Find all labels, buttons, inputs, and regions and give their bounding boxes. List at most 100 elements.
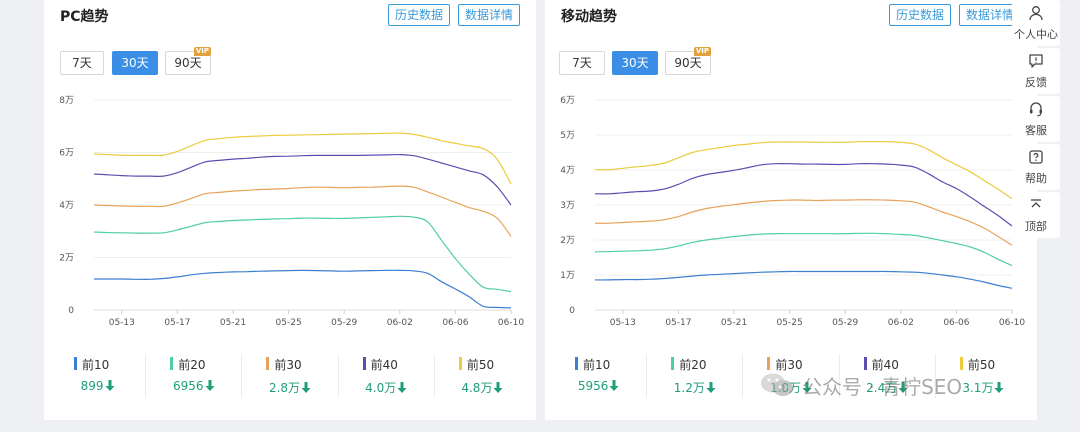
panel-title: PC趋势 bbox=[60, 9, 109, 25]
y-tick-label: 5万 bbox=[560, 131, 575, 141]
x-tick-label: 05-21 bbox=[721, 318, 747, 328]
pc-trend-chart: 0 2万 4万 6万 8万 05-13 05-17 05-21 05-25 05-29 06-02 0… bbox=[59, 96, 524, 328]
legend-item[interactable]: 前50 3.1万 bbox=[936, 354, 1031, 398]
legend-value: 4.8万 bbox=[435, 379, 530, 396]
legend-swatch bbox=[266, 357, 270, 370]
legend-label: 前10 bbox=[583, 358, 611, 372]
legend-swatch bbox=[170, 357, 174, 370]
feedback-icon bbox=[1029, 54, 1043, 68]
series-line bbox=[93, 215, 512, 293]
y-tick-label: 8万 bbox=[59, 96, 74, 106]
arrow-down-icon bbox=[397, 382, 407, 393]
legend-value-text: 6956 bbox=[173, 379, 204, 393]
arrow-down-icon bbox=[301, 382, 311, 393]
legend-label: 前30 bbox=[775, 358, 803, 372]
series-line bbox=[93, 132, 512, 185]
legend-item[interactable]: 前40 4.0万 bbox=[339, 354, 435, 398]
sidebar-label: 顶部 bbox=[1025, 220, 1047, 233]
legend-swatch bbox=[74, 357, 77, 370]
range-90-days-button[interactable]: 90天 VIP bbox=[665, 47, 711, 75]
legend-value: 5956 bbox=[551, 379, 646, 393]
arrow-down-icon bbox=[994, 382, 1004, 393]
range-label: 90天 bbox=[174, 56, 202, 70]
legend-value-text: 4.0万 bbox=[365, 381, 397, 395]
series-line bbox=[594, 270, 1013, 289]
mobile-trend-panel: 移动趋势 历史数据 数据详情 7天 30天 90天 VIP 0 1万 2万 3万 4万 5万… bbox=[545, 0, 1037, 420]
x-tick-label: 05-25 bbox=[276, 318, 302, 328]
range-30-days-button[interactable]: 30天 bbox=[612, 51, 658, 75]
legend-item[interactable]: 前10 5956 bbox=[551, 354, 648, 398]
range-label: 90天 bbox=[674, 56, 702, 70]
y-tick-label: 6万 bbox=[560, 96, 575, 106]
legend-swatch bbox=[362, 357, 366, 370]
legend-label: 前40 bbox=[871, 358, 899, 372]
y-tick-label: 4万 bbox=[560, 166, 575, 176]
legend-value-text: 899 bbox=[80, 379, 104, 393]
legend-label: 前20 bbox=[178, 358, 206, 372]
legend-value-text: 2.4万 bbox=[866, 381, 898, 395]
legend-value: 4.0万 bbox=[339, 379, 434, 396]
legend-item[interactable]: 前30 2.8万 bbox=[242, 354, 339, 398]
series-line bbox=[594, 199, 1013, 246]
data-detail-button[interactable]: 数据详情 bbox=[457, 4, 520, 26]
series-line bbox=[93, 185, 512, 237]
data-detail-button[interactable]: 数据详情 bbox=[958, 4, 1021, 26]
y-tick-label: 3万 bbox=[560, 201, 575, 211]
legend-value: 6956 bbox=[146, 379, 241, 393]
legend-item[interactable]: 前10 899 bbox=[50, 354, 147, 398]
x-tick-label: 05-29 bbox=[832, 318, 858, 328]
sidebar-item-help[interactable]: 帮助 bbox=[1012, 144, 1060, 190]
x-tick-label: 05-13 bbox=[610, 318, 636, 328]
range-7-days-button[interactable]: 7天 bbox=[559, 51, 605, 75]
y-tick-label: 0 bbox=[569, 306, 575, 316]
legend-item[interactable]: 前20 6956 bbox=[146, 354, 243, 398]
legend-swatch bbox=[767, 357, 771, 370]
legend-value: 2.4万 bbox=[840, 379, 935, 396]
vip-badge: VIP bbox=[693, 47, 711, 56]
range-90-days-button[interactable]: 90天 VIP bbox=[165, 47, 211, 75]
series-line bbox=[594, 141, 1013, 200]
watermark-text: 公众号 · 青柠SEO bbox=[802, 374, 963, 399]
sidebar-item-customer-service[interactable]: 客服 bbox=[1012, 96, 1060, 142]
legend-swatch bbox=[863, 357, 867, 370]
arrow-down-icon bbox=[802, 382, 812, 393]
legend-label: 前30 bbox=[274, 358, 302, 372]
x-tick-label: 06-06 bbox=[943, 318, 969, 328]
pc-trend-panel: PC趋势 历史数据 数据详情 7天 30天 90天 VIP 0 2万 4万 6万 8万 05… bbox=[44, 0, 536, 420]
arrow-down-icon bbox=[205, 380, 215, 391]
legend-label: 前40 bbox=[370, 358, 398, 372]
legend-swatch bbox=[575, 357, 578, 370]
legend-value: 1.2万 bbox=[647, 379, 742, 396]
panel-title: 移动趋势 bbox=[561, 9, 617, 25]
x-tick-label: 05-13 bbox=[109, 318, 135, 328]
legend-swatch bbox=[671, 357, 675, 370]
user-icon bbox=[1029, 6, 1043, 21]
legend-label: 前50 bbox=[466, 358, 495, 372]
legend-value-text: 2.8万 bbox=[268, 381, 301, 395]
range-7-days-button[interactable]: 7天 bbox=[60, 51, 104, 75]
arrow-down-icon bbox=[609, 380, 619, 391]
legend-item[interactable]: 前20 1.2万 bbox=[647, 354, 744, 398]
x-tick-label: 05-21 bbox=[220, 318, 246, 328]
x-tick-label: 06-10 bbox=[498, 318, 524, 328]
legend-item[interactable]: 前50 4.8万 bbox=[435, 354, 530, 398]
arrow-down-icon bbox=[105, 380, 115, 391]
y-tick-label: 6万 bbox=[59, 149, 74, 159]
range-30-days-button[interactable]: 30天 bbox=[112, 51, 158, 75]
x-tick-label: 05-29 bbox=[331, 318, 357, 328]
x-tick-label: 05-17 bbox=[665, 318, 691, 328]
series-line bbox=[93, 153, 512, 206]
legend-value-text: 4.8万 bbox=[461, 381, 493, 395]
vip-badge: VIP bbox=[193, 47, 211, 56]
sidebar-item-feedback[interactable]: 反馈 bbox=[1012, 48, 1060, 94]
sidebar-item-user-center[interactable]: 个人中心 bbox=[1012, 0, 1060, 46]
y-tick-label: 2万 bbox=[560, 236, 575, 246]
watermark: 公众号 · 青柠SEO bbox=[760, 370, 962, 400]
mobile-trend-chart: 0 1万 2万 3万 4万 5万 6万 05-13 05-17 05-21 05-25 05-29 06… bbox=[560, 96, 1025, 328]
sidebar-item-back-to-top[interactable]: 顶部 bbox=[1012, 192, 1060, 238]
legend-item[interactable]: 前40 2.4万 bbox=[840, 354, 936, 398]
history-data-button[interactable]: 历史数据 bbox=[888, 4, 951, 26]
history-data-button[interactable]: 历史数据 bbox=[387, 4, 450, 26]
chart-legend: 前10 899 前20 6956 前30 2.8万 前40 4.0万 前50 4.8万 bbox=[50, 354, 530, 398]
headset-icon bbox=[1030, 102, 1042, 117]
